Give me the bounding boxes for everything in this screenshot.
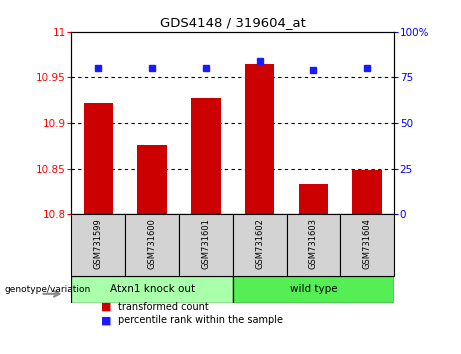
Bar xyxy=(71,214,125,276)
Text: genotype/variation: genotype/variation xyxy=(5,285,91,294)
Bar xyxy=(233,214,287,276)
Bar xyxy=(179,214,233,276)
Title: GDS4148 / 319604_at: GDS4148 / 319604_at xyxy=(160,16,306,29)
Bar xyxy=(125,214,179,276)
Bar xyxy=(287,214,340,276)
Bar xyxy=(233,276,394,303)
Bar xyxy=(83,103,113,214)
Text: GSM731600: GSM731600 xyxy=(148,218,157,269)
Bar xyxy=(353,170,382,214)
Bar xyxy=(137,145,167,214)
Text: GSM731601: GSM731601 xyxy=(201,218,210,269)
Bar xyxy=(245,64,274,214)
Text: GSM731603: GSM731603 xyxy=(309,218,318,269)
Bar xyxy=(299,184,328,214)
Text: wild type: wild type xyxy=(290,284,337,295)
Text: ■: ■ xyxy=(101,302,112,312)
Text: ■: ■ xyxy=(101,315,112,325)
Text: GSM731599: GSM731599 xyxy=(94,218,103,269)
Text: GSM731604: GSM731604 xyxy=(363,218,372,269)
Bar xyxy=(191,98,221,214)
Text: Atxn1 knock out: Atxn1 knock out xyxy=(110,284,195,295)
Bar xyxy=(71,276,233,303)
Text: transformed count: transformed count xyxy=(118,302,208,312)
Text: percentile rank within the sample: percentile rank within the sample xyxy=(118,315,283,325)
Text: GSM731602: GSM731602 xyxy=(255,218,264,269)
Bar xyxy=(340,214,394,276)
